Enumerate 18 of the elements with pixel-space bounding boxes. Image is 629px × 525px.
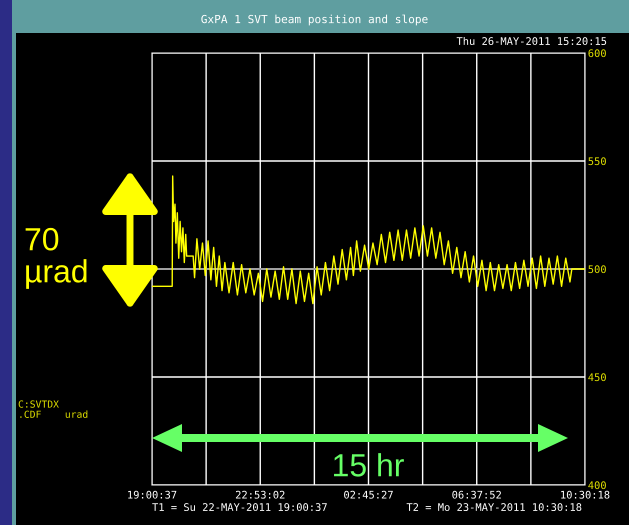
chart-title: GxPA 1 SVT beam position and slope bbox=[201, 14, 428, 26]
annotation: 15 hr bbox=[334, 453, 404, 477]
text: Thu 26-MAY-2011 15:20:15 bbox=[456, 36, 606, 46]
x-tick-label: 10:30:18 bbox=[561, 490, 610, 499]
x-tick-label: 06:37:52 bbox=[452, 490, 501, 499]
y-tick-label: 400 bbox=[588, 481, 606, 490]
text: 70 µrad bbox=[26, 228, 87, 289]
line-series bbox=[152, 175, 585, 304]
y-tick-label: 500 bbox=[588, 265, 606, 274]
x-tick-label: 19:00:37 bbox=[128, 490, 176, 499]
x-tick-label: 02:45:27 bbox=[344, 490, 393, 499]
x-tick-label: 22:53:02 bbox=[236, 490, 284, 499]
text: T2 = Mo 23-MAY-2011 10:30:18 bbox=[406, 503, 582, 512]
text: T1 = Su 22-MAY-2011 19:00:37 bbox=[152, 503, 327, 512]
y-tick-label: 450 bbox=[588, 373, 606, 382]
y-tick-label: 550 bbox=[588, 157, 606, 166]
y-tick-label: 600 bbox=[588, 49, 606, 58]
text: C:SVTDX .CDF urad bbox=[18, 400, 88, 418]
